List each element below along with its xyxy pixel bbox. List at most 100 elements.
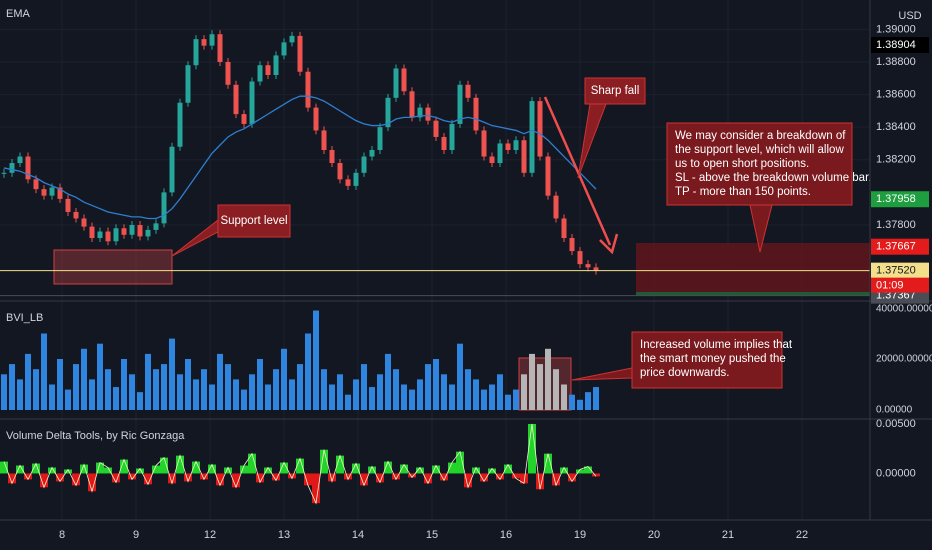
candle bbox=[337, 163, 343, 180]
target-zone bbox=[636, 243, 870, 295]
volume-bar bbox=[513, 389, 519, 410]
delta-bar bbox=[488, 468, 496, 474]
delta-bar bbox=[24, 473, 32, 480]
delta-bar bbox=[456, 451, 464, 474]
volume-bar bbox=[337, 374, 343, 410]
delta-bar bbox=[440, 473, 448, 481]
callout bbox=[217, 204, 291, 238]
volume-bar bbox=[209, 384, 215, 410]
delta-bar bbox=[88, 473, 96, 492]
price-badge-label: 1.37958 bbox=[876, 193, 916, 205]
candle bbox=[273, 55, 279, 75]
volume-bar bbox=[385, 353, 391, 410]
candle bbox=[185, 65, 191, 103]
volume-bar bbox=[577, 399, 583, 410]
candle bbox=[25, 156, 31, 180]
candle bbox=[345, 179, 351, 186]
volume-bar bbox=[169, 338, 175, 410]
delta-bar bbox=[368, 466, 376, 474]
candle bbox=[513, 140, 519, 150]
y-tick-label: 20000.00000 bbox=[876, 354, 932, 365]
delta-bar bbox=[128, 473, 136, 480]
delta-bar bbox=[272, 473, 280, 481]
callout bbox=[584, 77, 646, 105]
y-tick-label: 1.38400 bbox=[876, 121, 916, 133]
delta-bar bbox=[8, 473, 16, 484]
candle bbox=[497, 143, 503, 164]
candle bbox=[161, 192, 167, 224]
volume-bar bbox=[417, 379, 423, 410]
delta-bar bbox=[200, 473, 208, 480]
delta-bar bbox=[464, 473, 472, 488]
x-tick-label: 15 bbox=[426, 529, 438, 541]
delta-bar bbox=[416, 467, 424, 474]
candle bbox=[97, 231, 103, 239]
candle bbox=[553, 195, 559, 219]
y-tick-label: 1.37800 bbox=[876, 219, 916, 231]
arrow bbox=[543, 96, 612, 246]
delta-bar bbox=[120, 459, 128, 474]
y-tick-label: 1.38600 bbox=[876, 88, 916, 100]
volume-bar bbox=[129, 374, 135, 410]
delta-bar bbox=[160, 457, 168, 474]
volume-bar bbox=[593, 387, 599, 410]
volume-bar bbox=[241, 389, 247, 410]
candle bbox=[537, 101, 543, 157]
price-badge bbox=[871, 37, 929, 53]
volume-bar bbox=[41, 333, 47, 410]
volume-bar bbox=[273, 369, 279, 410]
volume-bar bbox=[497, 374, 503, 410]
volume-bar bbox=[361, 364, 367, 410]
callout-text: SL - above the breakdown volume bar. bbox=[675, 172, 871, 184]
delta-bar bbox=[408, 473, 416, 478]
delta-bar bbox=[240, 465, 248, 474]
delta-bar bbox=[400, 464, 408, 474]
delta-bar bbox=[208, 464, 216, 474]
candle bbox=[473, 97, 479, 131]
countdown-badge bbox=[871, 277, 929, 293]
volume-bar bbox=[97, 343, 103, 410]
candle bbox=[441, 136, 447, 150]
candle bbox=[33, 179, 39, 190]
delta-bar bbox=[592, 473, 600, 477]
candle bbox=[505, 143, 511, 150]
axis-labels: 8 9 12 13 14 15 16 19 20 21 22 1.39000 1.38800 1.3860… bbox=[59, 23, 932, 541]
candle bbox=[353, 172, 359, 186]
delta-bar bbox=[328, 473, 336, 482]
candle bbox=[137, 225, 143, 237]
candle bbox=[233, 84, 239, 115]
x-tick-label: 16 bbox=[500, 529, 512, 541]
candle bbox=[177, 102, 183, 147]
delta-bar bbox=[320, 449, 328, 474]
delta-bar bbox=[264, 467, 272, 474]
candle bbox=[361, 156, 367, 173]
volume-bar bbox=[353, 379, 359, 410]
volume-bar bbox=[449, 384, 455, 410]
volume-bar bbox=[377, 374, 383, 410]
delta-bar bbox=[544, 453, 552, 474]
y-tick-label: 1.39000 bbox=[876, 23, 916, 35]
delta-bar bbox=[336, 455, 344, 474]
volume-bar bbox=[49, 384, 55, 410]
volume-bar bbox=[465, 369, 471, 410]
y-tick-label: 0.00000 bbox=[876, 405, 913, 416]
candle bbox=[401, 68, 407, 92]
volume-bar bbox=[401, 384, 407, 410]
delta-bar bbox=[472, 467, 480, 474]
volume-bar bbox=[257, 358, 263, 410]
y-tick-label: 1.38800 bbox=[876, 56, 916, 68]
volume-bar bbox=[409, 389, 415, 410]
candle bbox=[433, 120, 439, 137]
candle bbox=[457, 84, 463, 124]
candle bbox=[49, 187, 55, 196]
delta-bar bbox=[312, 473, 320, 504]
volume-bar bbox=[529, 353, 535, 410]
candle bbox=[465, 84, 471, 98]
candle bbox=[569, 238, 575, 252]
candle bbox=[169, 146, 175, 193]
delta-bar bbox=[560, 467, 568, 474]
candle bbox=[425, 107, 431, 121]
delta-bar bbox=[536, 473, 544, 490]
delta-bar bbox=[96, 462, 104, 474]
volume-bar bbox=[89, 379, 95, 410]
